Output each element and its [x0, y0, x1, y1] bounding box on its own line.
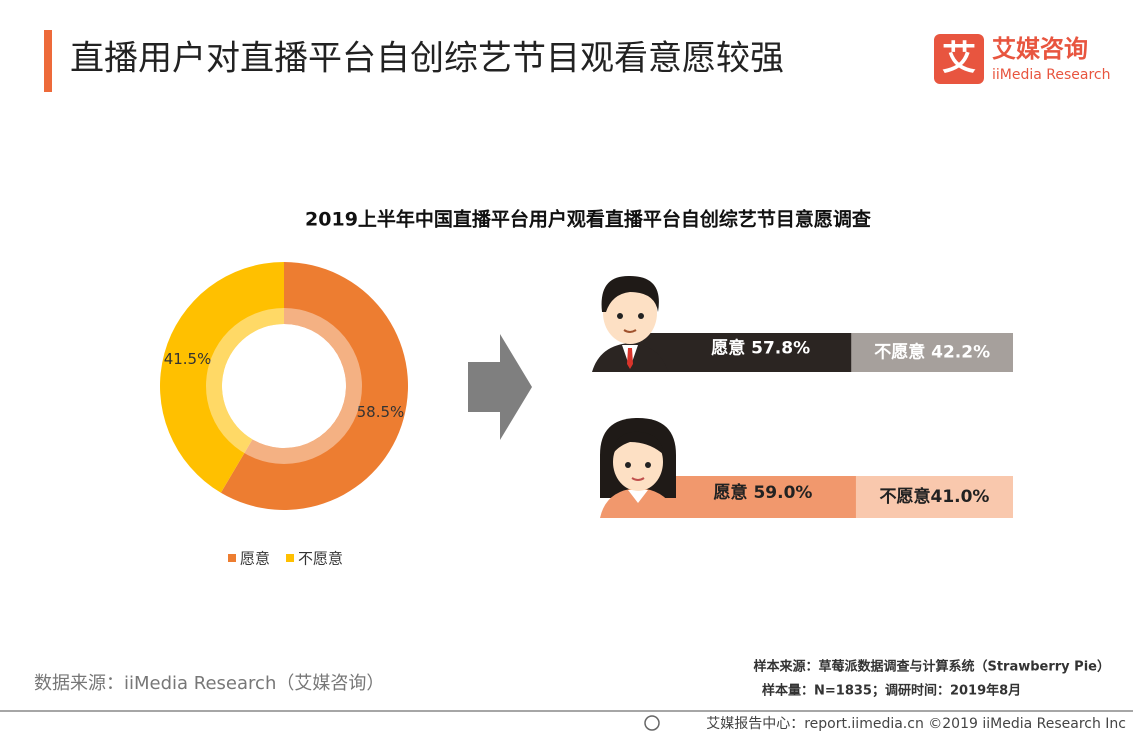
donut-slice	[220, 262, 408, 510]
bar-label: 愿意 59.0%	[714, 482, 813, 503]
bar-segment	[630, 333, 852, 372]
bar-segment	[851, 333, 1013, 372]
data-label: 58.5%	[357, 403, 405, 421]
logo-mark: 艾	[942, 39, 976, 79]
donut-slice	[160, 262, 284, 493]
bar-label: 不愿意41.0%	[879, 486, 989, 507]
bar-label: 不愿意 42.2%	[874, 342, 990, 363]
bar-label: 愿意 57.8%	[711, 338, 810, 359]
sample-source: 样本来源：草莓派数据调查与计算系统（Strawberry Pie）	[753, 659, 1110, 675]
copyright: 艾媒报告中心：report.iimedia.cn ©2019 iiMedia R…	[706, 716, 1126, 732]
sample-size: 样本量：N=1835；调研时间：2019年8月	[762, 683, 1021, 699]
female-avatar	[600, 418, 676, 518]
bar-segment	[855, 476, 1013, 518]
globe-icon	[644, 715, 660, 731]
arrow	[468, 334, 532, 440]
data-source: 数据来源：iiMedia Research（艾媒咨询）	[34, 673, 384, 694]
logo-en: iiMedia Research	[992, 67, 1111, 83]
legend-swatch	[286, 554, 295, 562]
slide-title: 直播用户对直播平台自创综艺节目观看意愿较强	[70, 39, 784, 79]
title-accent	[44, 30, 52, 92]
legend-label: 不愿意	[298, 550, 343, 568]
chart-title: 2019上半年中国直播平台用户观看直播平台自创综艺节目意愿调查	[305, 208, 872, 231]
legend-swatch	[228, 554, 236, 562]
logo-box	[934, 34, 984, 84]
data-label: 41.5%	[164, 350, 212, 368]
legend-label: 愿意	[240, 550, 270, 568]
bar-group: 愿意 57.8% 不愿意 42.2% 愿意 59.0% 不愿意41.0%	[630, 333, 1013, 518]
male-avatar	[592, 275, 668, 372]
logo-cn: 艾媒咨询	[992, 35, 1088, 63]
inner-ring	[206, 308, 362, 464]
